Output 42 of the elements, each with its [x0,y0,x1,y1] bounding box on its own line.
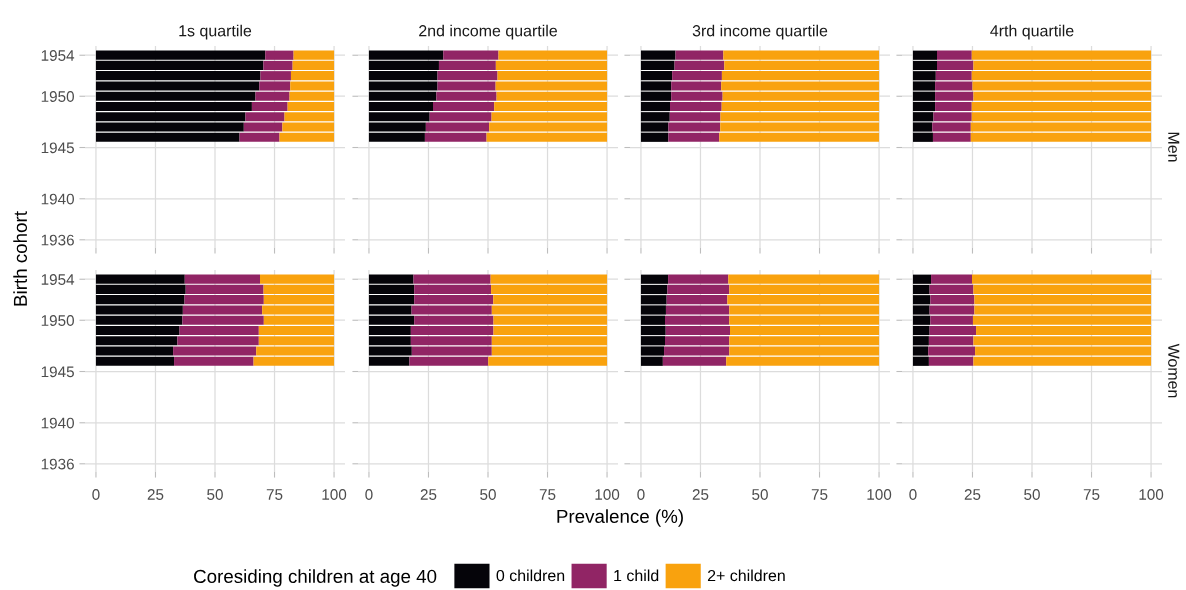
x-tick-label: 25 [420,489,437,500]
legend-label: 2+ children [707,569,785,582]
x-tick-label: 100 [1139,489,1164,500]
x-tick-label: 75 [266,489,283,500]
x-tick-label: 0 [637,489,645,500]
y-tick-label: 1950 [41,91,74,102]
x-tick-label: 50 [480,489,496,500]
chart-title: 1s quartile [179,24,252,40]
y-tick-label: 1945 [41,366,74,378]
x-axis-title: Prevalence (%) [557,509,683,527]
y-axis-title: Birth cohort [13,211,28,306]
y-tick-label: 1954 [41,274,75,285]
chart-title: 2nd income quartile [419,24,557,40]
y-tick-label: 1945 [41,142,74,154]
legend-label: 1 child [614,569,659,582]
x-tick-label: 0 [365,489,373,500]
y-tick-label: 1936 [41,234,74,246]
chart-title: 4rth quartile [990,24,1074,40]
text: Men [1168,132,1180,162]
text: Women [1168,343,1180,398]
x-tick-label: 75 [1083,489,1100,500]
x-tick-label: 50 [752,489,768,500]
x-tick-label: 100 [867,489,892,500]
chart-title: 3rd income quartile [692,24,828,40]
x-tick-label: 0 [92,489,100,500]
x-tick-label: 25 [692,489,709,500]
x-tick-label: 100 [322,489,347,500]
x-tick-label: 25 [147,489,164,500]
x-tick-label: 100 [595,489,620,500]
y-tick-label: 1936 [41,458,74,470]
y-tick-label: 1950 [41,315,74,326]
x-tick-label: 0 [909,489,917,500]
legend-title: Coresiding children at age 40 [194,569,437,587]
legend-label: 0 children [496,569,565,582]
y-tick-label: 1940 [41,193,74,205]
y-tick-label: 1954 [41,50,75,61]
x-tick-label: 75 [811,489,828,500]
x-tick-label: 50 [1024,489,1040,500]
x-tick-label: 75 [539,489,556,500]
y-tick-label: 1940 [41,417,74,429]
x-tick-label: 50 [207,489,223,500]
x-tick-label: 25 [964,489,981,500]
